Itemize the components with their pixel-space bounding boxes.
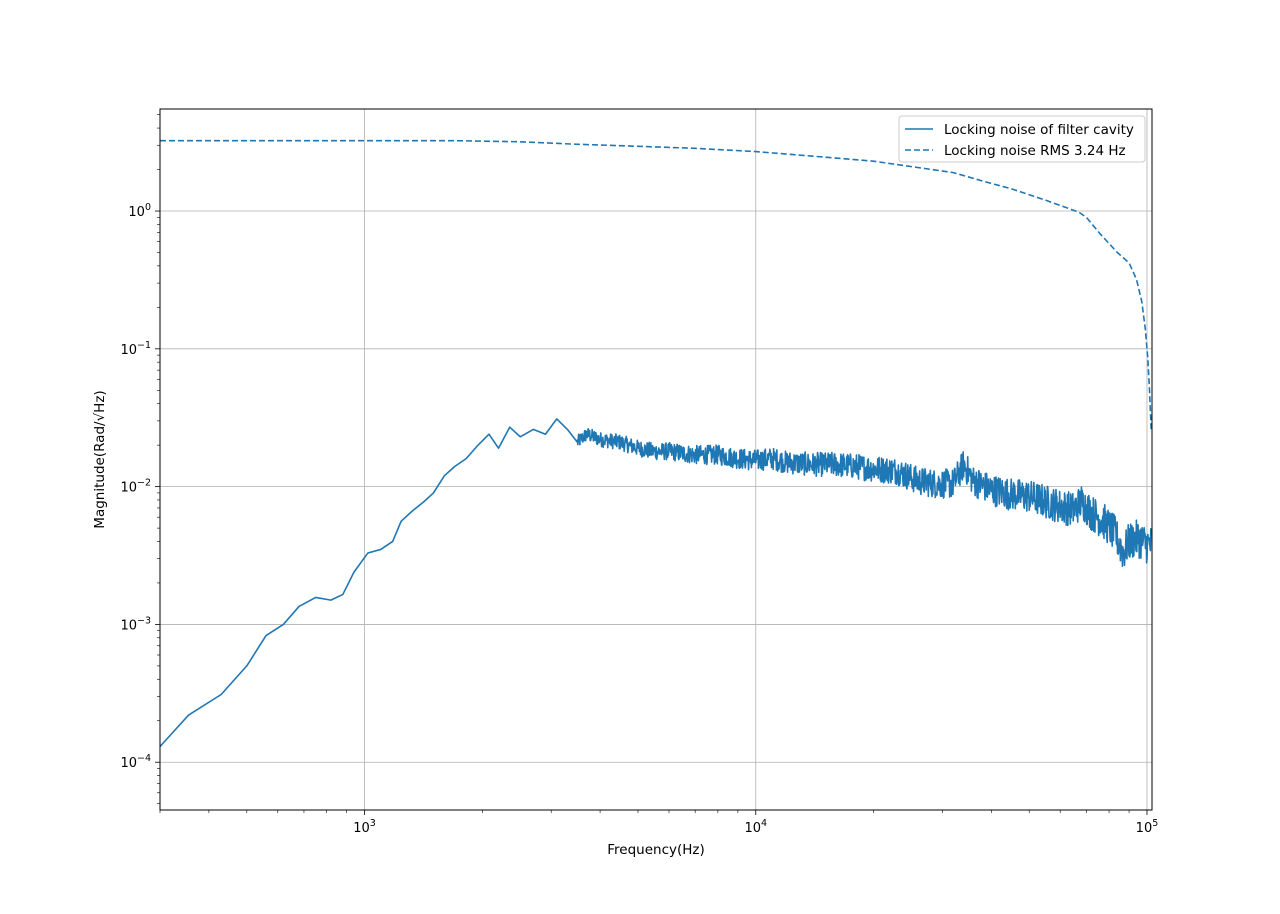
y-tick-label: 10−3 bbox=[120, 615, 151, 633]
series-lines bbox=[160, 139, 1152, 748]
y-tick-label: 10−4 bbox=[120, 753, 151, 771]
plot-area-frame bbox=[159, 108, 1153, 811]
series-line-1 bbox=[160, 418, 1152, 748]
x-axis-label: Frequency(Hz) bbox=[607, 842, 705, 858]
legend-box bbox=[898, 115, 1146, 163]
y-axis-label: Magnitude(Rad/√Hz) bbox=[92, 390, 108, 528]
y-tick-label: 10−1 bbox=[120, 340, 151, 358]
legend-entry-label: Locking noise of filter cavity bbox=[944, 122, 1134, 138]
series-line-2 bbox=[160, 139, 1152, 430]
legend: Locking noise of filter cavity Locking no… bbox=[898, 115, 1146, 163]
y-tick-label: 100 bbox=[128, 202, 151, 220]
y-tick-label: 10−2 bbox=[120, 478, 151, 496]
legend-entry-label: Locking noise RMS 3.24 Hz bbox=[944, 143, 1126, 159]
